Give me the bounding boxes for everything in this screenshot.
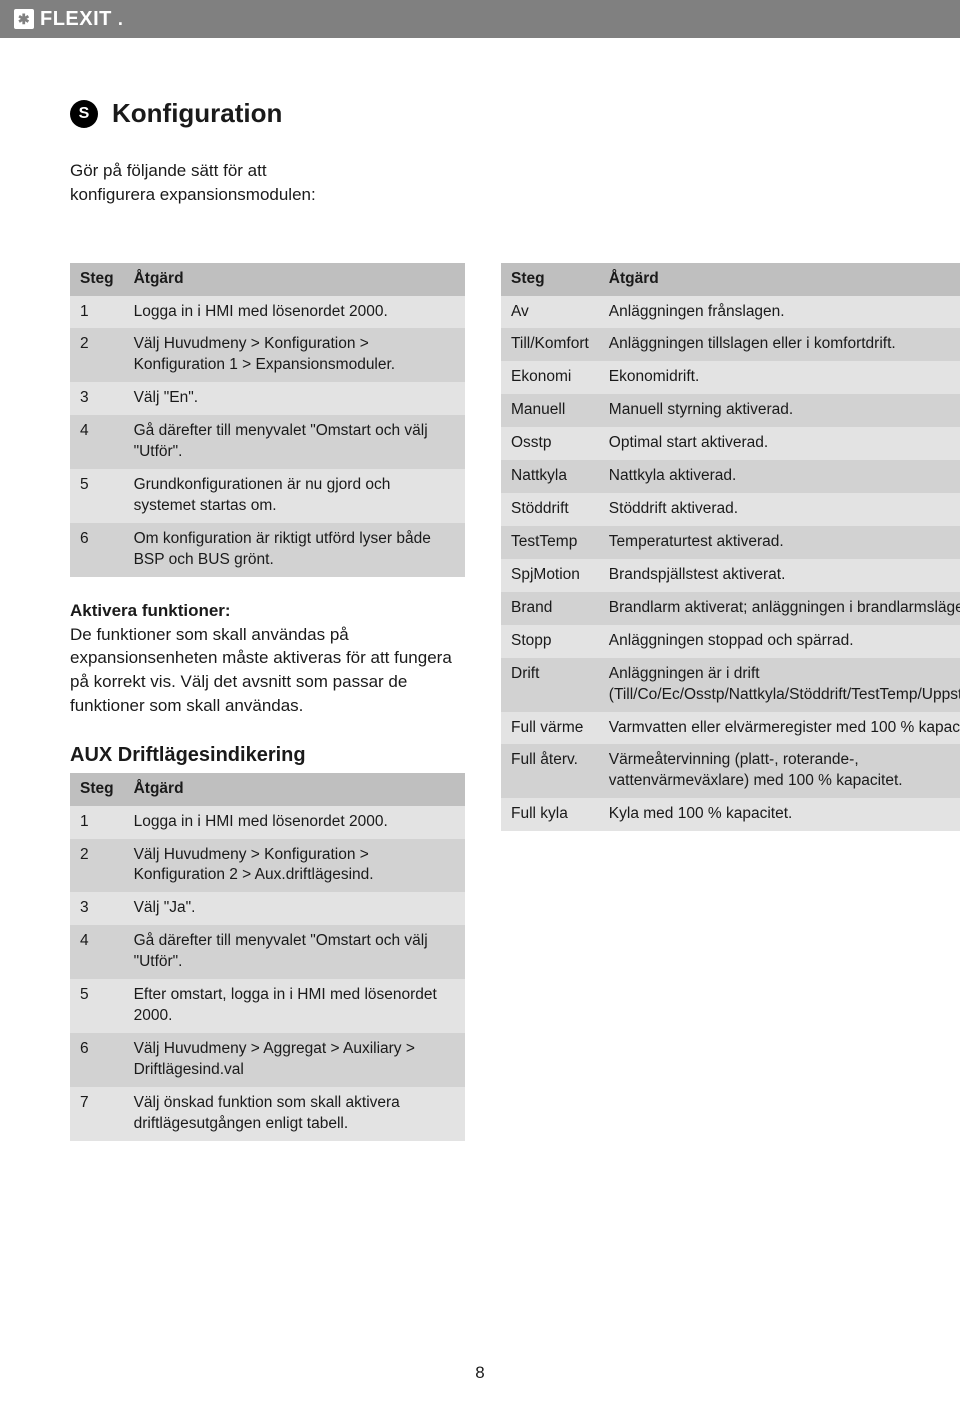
activate-label: Aktivera funktioner: [70,601,231,620]
table-row: OsstpOptimal start aktiverad. [501,427,960,460]
table-row: 6Om konfiguration är riktigt utförd lyse… [70,523,465,577]
flexit-icon: ✱ [14,9,34,29]
table-row: Full återv.Värmeåtervinning (platt-, rot… [501,744,960,798]
table-row: 3Välj "En". [70,382,465,415]
section-title: Konfiguration [112,98,282,129]
columns: Steg Åtgärd 1Logga in i HMI med lösenord… [70,263,890,1141]
page-content: S Konfiguration Gör på följande sätt för… [0,38,960,1141]
table-row: Full värmeVarmvatten eller elvärmeregist… [501,712,960,745]
table-row: ManuellManuell styrning aktiverad. [501,394,960,427]
table-header-value: Åtgärd [599,263,960,296]
intro-line: Gör på följande sätt för att [70,159,890,183]
brand-dot: . [118,9,124,30]
table-row: 2Välj Huvudmeny > Konfiguration > Konfig… [70,328,465,382]
table-header-action: Åtgärd [124,773,465,806]
header-bar: ✱ FLEXIT. [0,0,960,38]
table-row: 5Grundkonfigurationen är nu gjord och sy… [70,469,465,523]
table-header-action: Åtgärd [124,263,465,296]
brand-logo: ✱ FLEXIT. [14,8,123,31]
activate-body: De funktioner som skall användas på expa… [70,625,452,715]
table-row: 6Välj Huvudmeny > Aggregat > Auxiliary >… [70,1033,465,1087]
config-steps-table: Steg Åtgärd 1Logga in i HMI med lösenord… [70,263,465,577]
table-row: Till/KomfortAnläggningen tillslagen elle… [501,328,960,361]
section-header: S Konfiguration [70,98,890,129]
table-row: Full kylaKyla med 100 % kapacitet. [501,798,960,831]
column-left: Steg Åtgärd 1Logga in i HMI med lösenord… [70,263,465,1141]
table-row: 1Logga in i HMI med lösenordet 2000. [70,806,465,839]
intro-text: Gör på följande sätt för att konfigurera… [70,159,890,207]
table-row: StoppAnläggningen stoppad och spärrad. [501,625,960,658]
table-row: 7Välj önskad funktion som skall aktivera… [70,1087,465,1141]
aux-steps-table: Steg Åtgärd 1Logga in i HMI med lösenord… [70,773,465,1141]
table-row: NattkylaNattkyla aktiverad. [501,460,960,493]
status-table: Steg Åtgärd AvAnläggningen frånslagen. T… [501,263,960,832]
table-header-step: Steg [70,773,124,806]
table-row: 4Gå därefter till menyvalet "Omstart och… [70,415,465,469]
table-row: DriftAnläggningen är i drift (Till/Co/Ec… [501,658,960,712]
table-row: 3Välj "Ja". [70,892,465,925]
table-row: 2Välj Huvudmeny > Konfiguration > Konfig… [70,839,465,893]
activate-text-block: Aktivera funktioner: De funktioner som s… [70,599,465,718]
table-header-step: Steg [70,263,124,296]
page-number: 8 [0,1363,960,1383]
table-row: 1Logga in i HMI med lösenordet 2000. [70,296,465,329]
table-row: StöddriftStöddrift aktiverad. [501,493,960,526]
table-row: AvAnläggningen frånslagen. [501,296,960,329]
table-header-key: Steg [501,263,599,296]
aux-heading: AUX Driftlägesindikering [70,744,465,767]
intro-line: konfigurera expansionsmodulen: [70,183,890,207]
table-row: 5Efter omstart, logga in i HMI med lösen… [70,979,465,1033]
column-right: Steg Åtgärd AvAnläggningen frånslagen. T… [501,263,960,1141]
table-row: SpjMotionBrandspjällstest aktiverat. [501,559,960,592]
table-row: BrandBrandlarm aktiverat; anläggningen i… [501,592,960,625]
table-row: EkonomiEkonomidrift. [501,361,960,394]
table-row: 4Gå därefter till menyvalet "Omstart och… [70,925,465,979]
table-row: TestTempTemperaturtest aktiverad. [501,526,960,559]
brand-text: FLEXIT [40,8,112,31]
section-badge: S [70,100,98,128]
